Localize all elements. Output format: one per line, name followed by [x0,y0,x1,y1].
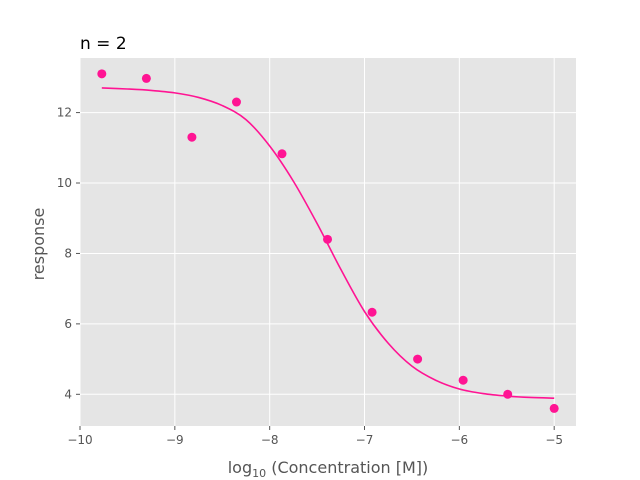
x-axis-title: log10 (Concentration [M]) [228,458,429,480]
data-point [231,97,241,107]
data-point [367,307,377,317]
chart-title: n = 2 [80,34,127,54]
data-point [458,375,468,385]
x-tick-label: −10 [67,433,92,447]
x-tick-label: −8 [261,433,279,447]
fit-curve-layer [101,87,555,399]
y-tick-label: 8 [64,246,72,260]
data-point [503,389,513,399]
data-point [187,132,197,142]
x-tick-label: −6 [450,433,468,447]
data-point [323,234,333,244]
data-point [413,354,423,364]
data-point [277,149,287,159]
y-tick-label: 6 [64,317,72,331]
y-tick-label: 12 [57,106,72,120]
data-point [549,403,559,413]
y-tick-label: 10 [57,176,72,190]
x-tick-label: −9 [166,433,184,447]
data-point [141,73,151,83]
x-tick-label: −5 [545,433,563,447]
fit-curve [101,87,555,399]
grid [79,58,576,426]
y-tick-label: 4 [64,387,72,401]
y-axis-title: response [29,208,48,281]
data-points-layer [97,69,559,413]
x-tick-label: −7 [356,433,374,447]
axis-ticks: −10 −9 −8 −7 −6 −5 4 6 8 10 12 [57,106,563,447]
data-point [97,69,107,79]
